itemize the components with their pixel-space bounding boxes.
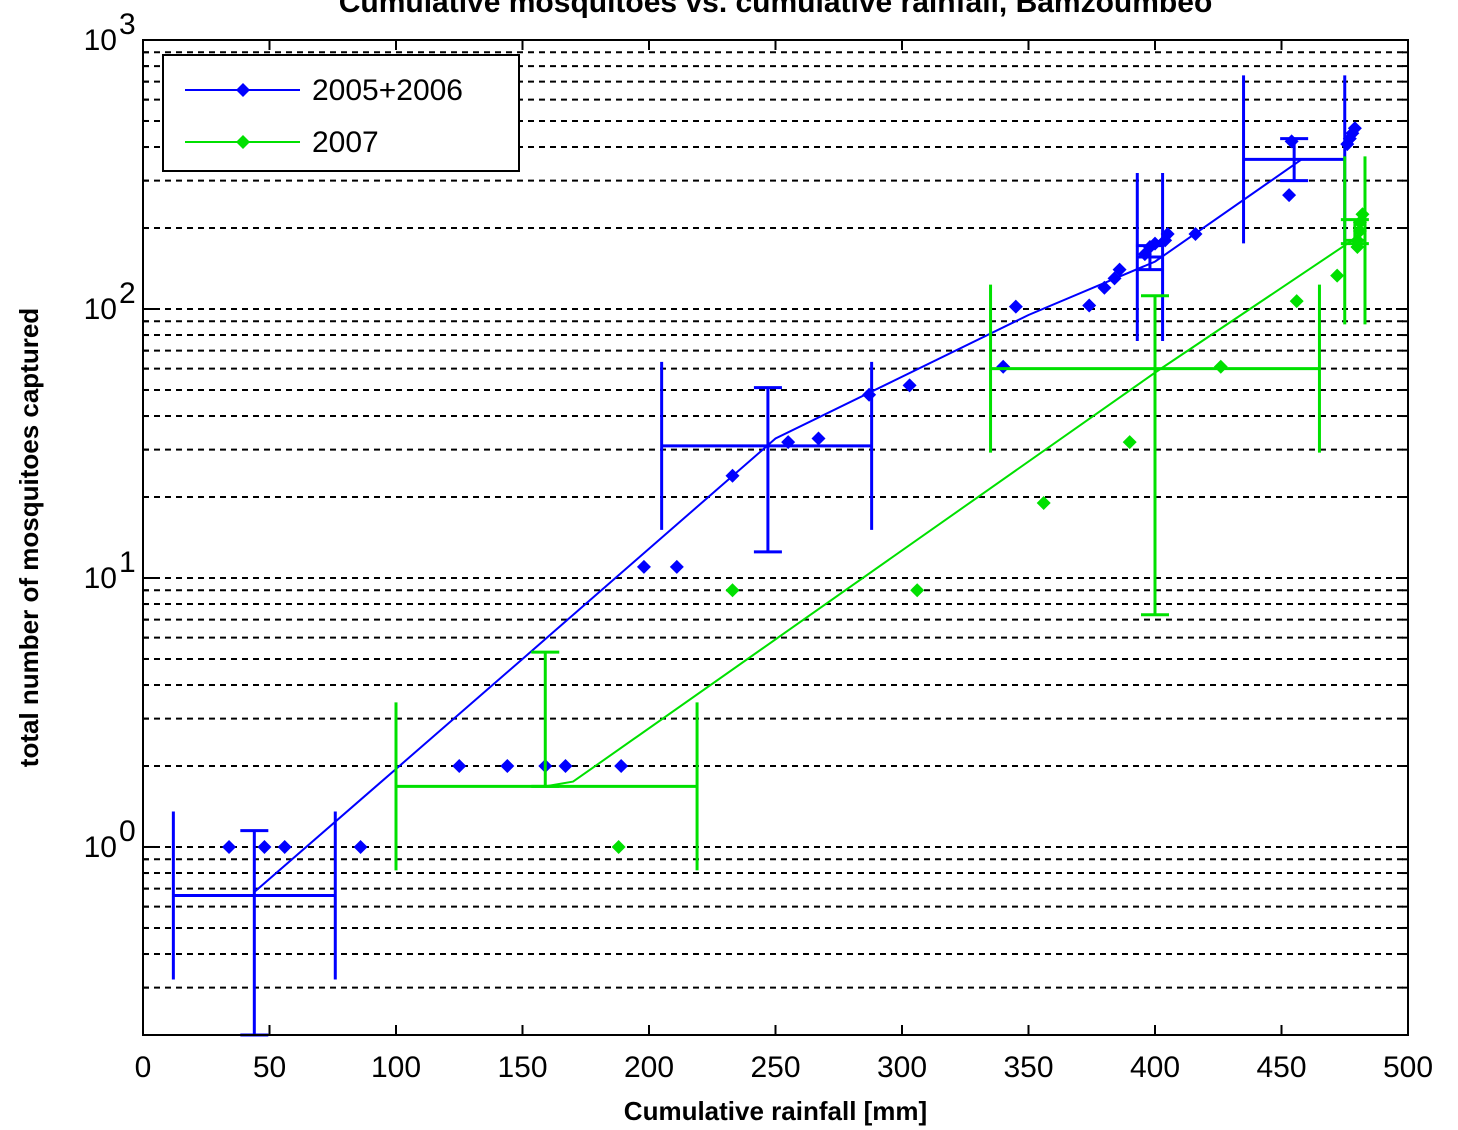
x-tick-label: 400 (1130, 1051, 1180, 1084)
grid-lines (143, 51, 1408, 1036)
data-point (669, 559, 684, 574)
y-tick-exponent: 0 (119, 815, 136, 848)
data-point (236, 83, 250, 97)
data-point (725, 468, 740, 483)
data-point (236, 135, 250, 149)
x-tick-label: 0 (135, 1051, 152, 1084)
data-point (1082, 298, 1097, 313)
series-layer (171, 75, 1370, 1037)
data-point (1347, 121, 1362, 136)
y-tick-label: 10 (84, 24, 117, 57)
y-tick-exponent: 1 (119, 546, 136, 579)
error-bar (171, 811, 337, 1037)
data-point (781, 435, 796, 450)
data-point (1160, 227, 1175, 242)
data-point (611, 839, 626, 854)
data-point (862, 387, 877, 402)
data-point (1097, 280, 1112, 295)
plot-frame (142, 39, 1409, 1036)
error-bar (989, 284, 1321, 617)
data-point (811, 431, 826, 446)
data-point (1112, 262, 1127, 277)
x-tick-label: 50 (253, 1051, 286, 1084)
error-bar (660, 361, 874, 554)
legend-label: 2007 (312, 126, 379, 159)
data-point (614, 759, 629, 774)
data-point (1008, 299, 1023, 314)
legend: 2005+2006 2007 (162, 54, 520, 172)
data-point (257, 839, 272, 854)
series-2 (394, 156, 1370, 871)
y-axis-title: total number of mosquitoes captured (14, 308, 44, 767)
x-tick-label: 150 (497, 1051, 547, 1084)
data-point (636, 559, 651, 574)
chart-title: Cumulative mosquitoes vs. cumulative rai… (339, 0, 1213, 19)
data-point (996, 359, 1011, 374)
legend-label: 2005+2006 (312, 74, 463, 107)
data-point (500, 759, 515, 774)
data-point (1355, 207, 1370, 222)
y-tick-exponent: 2 (119, 277, 136, 310)
x-tick-label: 200 (624, 1051, 674, 1084)
error-bar (1135, 173, 1165, 342)
x-axis-title: Cumulative rainfall [mm] (624, 1096, 927, 1126)
data-point (1352, 223, 1367, 238)
data-point (222, 839, 237, 854)
y-tick-label: 10 (84, 293, 117, 326)
y-tick-exponent: 3 (119, 8, 136, 41)
data-point (1289, 294, 1304, 309)
data-point (1284, 134, 1299, 149)
x-tick-label: 350 (1003, 1051, 1053, 1084)
data-point (558, 759, 573, 774)
error-bar (394, 650, 699, 871)
data-point (1330, 268, 1345, 283)
data-point (1213, 359, 1228, 374)
y-tick-label: 10 (84, 831, 117, 864)
x-tick-label: 250 (750, 1051, 800, 1084)
x-tick-label: 100 (371, 1051, 421, 1084)
data-point (452, 759, 467, 774)
data-point (902, 378, 917, 393)
data-point (1122, 435, 1137, 450)
fit-line (545, 239, 1353, 788)
legend-box (162, 54, 520, 172)
data-point (1188, 227, 1203, 242)
x-tick-label: 450 (1256, 1051, 1306, 1084)
y-tick-label: 10 (84, 562, 117, 595)
data-point (1282, 188, 1297, 203)
series-1 (171, 75, 1362, 1037)
data-point (353, 839, 368, 854)
x-tick-label: 300 (877, 1051, 927, 1084)
data-point (277, 839, 292, 854)
data-point (1036, 496, 1051, 511)
data-point (910, 583, 925, 598)
data-point (725, 583, 740, 598)
x-tick-label: 500 (1383, 1051, 1433, 1084)
